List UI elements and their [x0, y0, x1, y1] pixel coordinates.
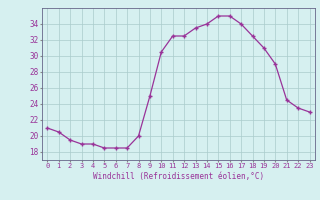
X-axis label: Windchill (Refroidissement éolien,°C): Windchill (Refroidissement éolien,°C) — [93, 172, 264, 181]
